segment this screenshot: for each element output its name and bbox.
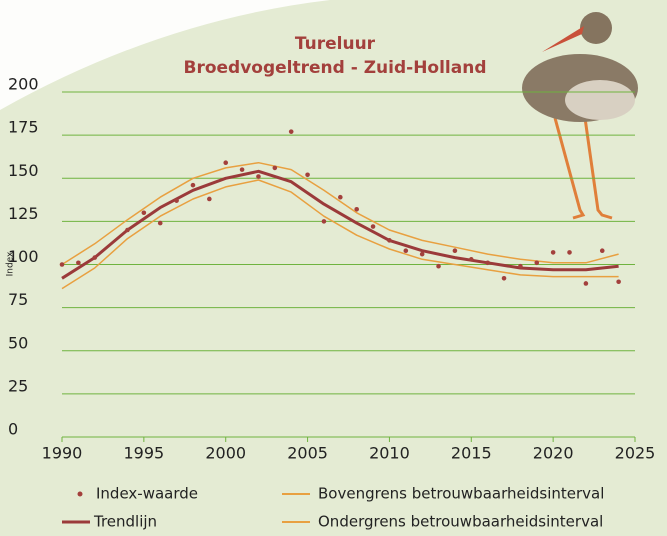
swoosh bbox=[0, 0, 330, 110]
x-tick-label: 2010 bbox=[369, 444, 410, 463]
data-point bbox=[239, 167, 245, 172]
data-point bbox=[567, 250, 572, 255]
x-tick-label: 2015 bbox=[451, 444, 492, 463]
trend-line bbox=[61, 169, 619, 280]
data-point bbox=[616, 279, 621, 285]
y-tick-label: 25 bbox=[8, 376, 28, 395]
data-point bbox=[518, 263, 523, 269]
data-point bbox=[387, 238, 392, 243]
y-axis-label: Index bbox=[6, 251, 16, 276]
bird-leg bbox=[553, 117, 586, 220]
legend-label: Trendlijn bbox=[93, 513, 157, 531]
chart-title: Tureluur bbox=[295, 34, 376, 54]
data-point bbox=[288, 129, 294, 134]
bird bbox=[522, 12, 638, 220]
y-tick-label: 200 bbox=[8, 75, 39, 94]
data-point bbox=[256, 174, 261, 179]
y-tick-label: 150 bbox=[8, 161, 39, 180]
data-point bbox=[174, 198, 179, 203]
bird-head bbox=[580, 12, 612, 44]
data-point bbox=[157, 220, 163, 226]
data-point bbox=[452, 248, 458, 253]
data-point bbox=[207, 196, 212, 202]
interval-line bbox=[61, 179, 619, 290]
bird-belly bbox=[565, 80, 635, 120]
legend-label: Ondergrens betrouwbaarheidsinterval bbox=[318, 513, 603, 531]
chart-subtitle: Broedvogeltrend - Zuid-Holland bbox=[184, 58, 487, 78]
y-tick-label: 50 bbox=[8, 333, 28, 352]
data-point bbox=[550, 250, 556, 255]
x-tick-label: 2005 bbox=[287, 444, 328, 463]
legend-swatch bbox=[77, 491, 83, 497]
data-point bbox=[599, 248, 605, 253]
data-point bbox=[92, 255, 98, 260]
y-tick-label: 175 bbox=[8, 118, 39, 137]
interval-line bbox=[61, 161, 619, 266]
data-point bbox=[321, 219, 327, 224]
data-point bbox=[501, 276, 507, 281]
legend: Index-waarde Trendlijn Bovengrens betrou… bbox=[62, 485, 604, 531]
bird-beak bbox=[542, 26, 584, 52]
bird-leg bbox=[583, 117, 613, 220]
y-tick-label: 100 bbox=[8, 247, 39, 266]
data-point bbox=[338, 194, 343, 200]
x-tick-label: 1990 bbox=[42, 444, 83, 463]
data-point bbox=[583, 281, 589, 286]
data-point bbox=[534, 260, 540, 266]
data-point bbox=[419, 251, 425, 257]
x-tick-label: 2020 bbox=[533, 444, 574, 463]
data-point bbox=[403, 248, 409, 253]
y-tick-label: 0 bbox=[8, 420, 18, 439]
y-tick-label: 125 bbox=[8, 204, 39, 223]
data-point bbox=[190, 182, 196, 188]
data-point bbox=[436, 263, 441, 269]
x-tick-label: 2000 bbox=[205, 444, 246, 463]
legend-label: Bovengrens betrouwbaarheidsinterval bbox=[318, 485, 604, 503]
data-point bbox=[468, 257, 474, 262]
x-tick-label: 1995 bbox=[123, 444, 164, 463]
data-point bbox=[59, 262, 65, 267]
data-point bbox=[141, 210, 147, 216]
legend-label: Index-waarde bbox=[96, 485, 198, 503]
data-point bbox=[272, 165, 278, 171]
x-tick-label: 2025 bbox=[615, 444, 656, 463]
data-point bbox=[370, 224, 376, 229]
data-point bbox=[223, 160, 229, 166]
data-point bbox=[125, 227, 130, 233]
data-point bbox=[354, 207, 359, 212]
data-point bbox=[305, 172, 310, 178]
data-point bbox=[485, 260, 490, 266]
data-point bbox=[76, 260, 81, 266]
y-tick-label: 75 bbox=[8, 290, 28, 309]
